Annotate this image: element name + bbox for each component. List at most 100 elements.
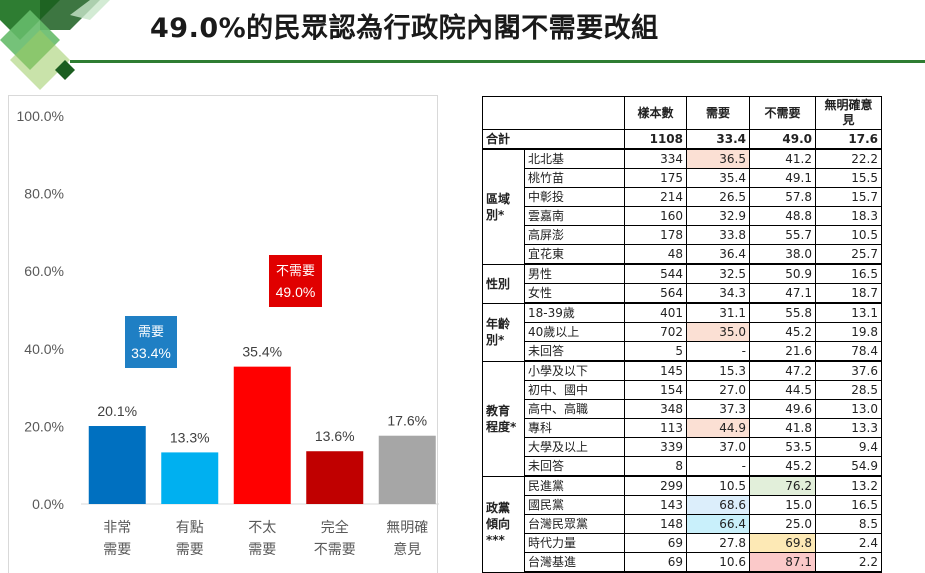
table-cell: 25.0 [749, 514, 816, 534]
corner-decoration [0, 0, 110, 90]
bar-value-label: 13.6% [315, 428, 355, 444]
table-cell: 15.3 [686, 360, 750, 381]
bar-value-label: 17.6% [387, 413, 427, 429]
table-row: 專科 113 44.9 41.8 13.3 [483, 418, 882, 438]
y-tick-label: 100.0% [17, 108, 64, 124]
table-cell: 2.2 [815, 552, 882, 573]
table-cell: 47.1 [749, 283, 816, 304]
table-cell: 339 [624, 437, 687, 457]
bar [88, 426, 146, 504]
table-cell: 27.0 [686, 380, 750, 400]
x-tick-label: 有點 [176, 520, 204, 536]
table-cell: 49.1 [749, 168, 816, 188]
table-cell: 2.4 [815, 533, 882, 553]
table-cell: 8.5 [815, 514, 882, 534]
row-label: 高屏澎 [524, 225, 625, 245]
header-blank [482, 96, 625, 130]
table-row: 性別 男性 544 32.5 50.9 16.5 [482, 263, 882, 304]
table-cell: 36.5 [686, 148, 750, 169]
title-divider [70, 60, 925, 63]
bar [161, 452, 219, 504]
y-tick-label: 20.0% [24, 418, 64, 434]
table-cell: 33.4 [686, 129, 750, 150]
table-row: 年齡別* 18-39歲 401 31.1 55.8 13.1 [482, 302, 882, 362]
bar-chart-panel: 0.0% 20.0% 40.0% 60.0% 80.0% 100.0% 20.1% 非常 需要 1… [8, 95, 439, 573]
table-cell: 37.3 [686, 399, 750, 419]
table-cell: 26.5 [686, 187, 750, 207]
row-label: 合計 [482, 129, 625, 150]
table-cell: 13.0 [815, 399, 882, 419]
header-need: 需要 [686, 96, 750, 130]
table-cell: 54.9 [815, 456, 882, 477]
table-cell: 31.1 [686, 302, 750, 323]
table-cell: 178 [624, 225, 687, 245]
table-cell: 37.0 [686, 437, 750, 457]
x-tick-label: 不需要 [314, 542, 356, 558]
table-cell: 55.7 [749, 225, 816, 245]
table-row: 未回答 5-21.6 78.4 [483, 341, 882, 362]
x-tick-label: 非常 [103, 520, 131, 536]
row-label: 大學及以上 [524, 437, 625, 457]
group-label: 政黨傾向*** [482, 475, 525, 573]
x-tick-label: 不太 [248, 520, 276, 536]
table-cell: 32.5 [686, 263, 750, 284]
table-cell: 299 [624, 475, 687, 496]
table-cell: 38.0 [749, 244, 816, 265]
row-label: 宜花東 [524, 244, 625, 265]
table-cell: 55.8 [749, 302, 816, 323]
table-cell: - [686, 341, 750, 362]
header-sample: 樣本數 [624, 96, 687, 130]
table-row: 台灣基進 69 10.6 87.1 2.2 [483, 552, 882, 573]
table-row: 區域別* 北北基 334 36.5 41.2 22.2 [482, 148, 882, 265]
callout-label: 不需要 [276, 264, 315, 279]
table-cell: 22.2 [815, 148, 882, 169]
table-row: 未回答 8-45.2 54.9 [483, 456, 882, 477]
crosstab-table: 樣本數 需要 不需要 無明確意見 合計 1108 33.4 49.0 17.6 區域別* 北… [482, 96, 882, 573]
table-cell: 76.2 [749, 475, 816, 496]
table-cell: 10.5 [815, 225, 882, 245]
x-tick-label: 無明確 [386, 520, 428, 536]
bar [378, 435, 436, 504]
table-cell: 15.5 [815, 168, 882, 188]
row-label: 專科 [524, 418, 625, 438]
table-cell: 544 [624, 263, 687, 284]
row-label: 高中、高職 [524, 399, 625, 419]
table-cell: 45.2 [749, 322, 816, 342]
table-cell: 34.3 [686, 283, 750, 304]
table-cell: 48.8 [749, 206, 816, 226]
table-row: 桃竹苗 175 35.4 49.1 15.5 [483, 168, 882, 188]
row-label: 國民黨 [524, 495, 625, 515]
row-label: 台灣基進 [524, 552, 625, 573]
row-label: 雲嘉南 [524, 206, 625, 226]
table-cell: 69.8 [749, 533, 816, 553]
table-cell: 87.1 [749, 552, 816, 573]
row-label: 女性 [524, 283, 625, 304]
table-row: 時代力量 69 27.8 69.8 2.4 [483, 533, 882, 553]
callout-box [125, 316, 177, 368]
bar-value-label: 13.3% [170, 429, 210, 445]
row-label: 北北基 [524, 148, 625, 169]
table-cell: 214 [624, 187, 687, 207]
table-cell: 18.3 [815, 206, 882, 226]
row-label: 初中、國中 [524, 380, 625, 400]
table-row: 教育程度* 小學及以下 145 15.3 47.2 37.6 [482, 360, 882, 477]
table-row: 政黨傾向*** 民進黨 299 10.5 76.2 13.2 [482, 475, 882, 573]
bar-chart: 0.0%20.0%40.0%60.0%80.0%100.0%20.1%非常需要1… [17, 108, 439, 558]
table-cell: 15.0 [749, 495, 816, 515]
table-cell: 35.4 [686, 168, 750, 188]
table-row: 40歲以上 702 35.0 45.2 19.8 [483, 322, 882, 342]
table-cell: - [686, 456, 750, 477]
x-tick-label: 需要 [176, 542, 204, 558]
bar [233, 366, 291, 504]
table-cell: 27.8 [686, 533, 750, 553]
header-no-need: 不需要 [749, 96, 816, 130]
table-cell: 50.9 [749, 263, 816, 284]
row-label: 桃竹苗 [524, 168, 625, 188]
table-cell: 49.6 [749, 399, 816, 419]
table-cell: 160 [624, 206, 687, 226]
bar-value-label: 20.1% [97, 403, 137, 419]
row-label: 40歲以上 [524, 322, 625, 342]
callout-label: 需要 [138, 325, 164, 340]
table-cell: 148 [624, 514, 687, 534]
table-row: 台灣民眾黨 148 66.4 25.0 8.5 [483, 514, 882, 534]
